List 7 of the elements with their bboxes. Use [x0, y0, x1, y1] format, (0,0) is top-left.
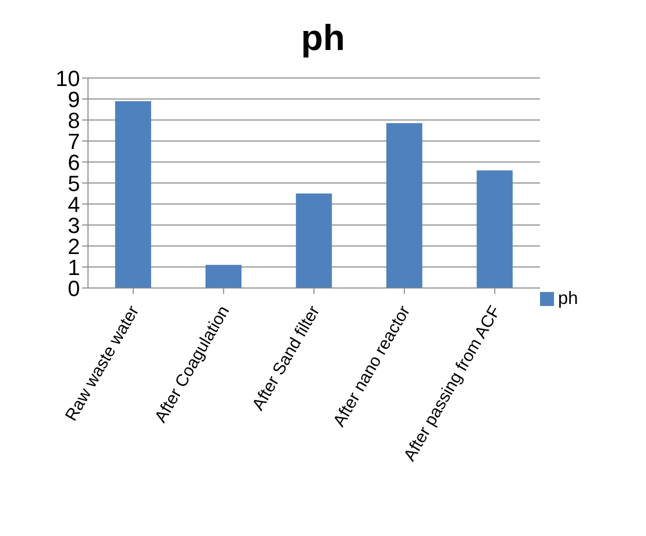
bar [476, 170, 513, 288]
legend-label: ph [558, 288, 578, 308]
chart-title: ph [301, 17, 345, 58]
bar [296, 194, 332, 288]
bar [115, 101, 152, 288]
bar [386, 123, 422, 288]
bar [206, 264, 242, 288]
